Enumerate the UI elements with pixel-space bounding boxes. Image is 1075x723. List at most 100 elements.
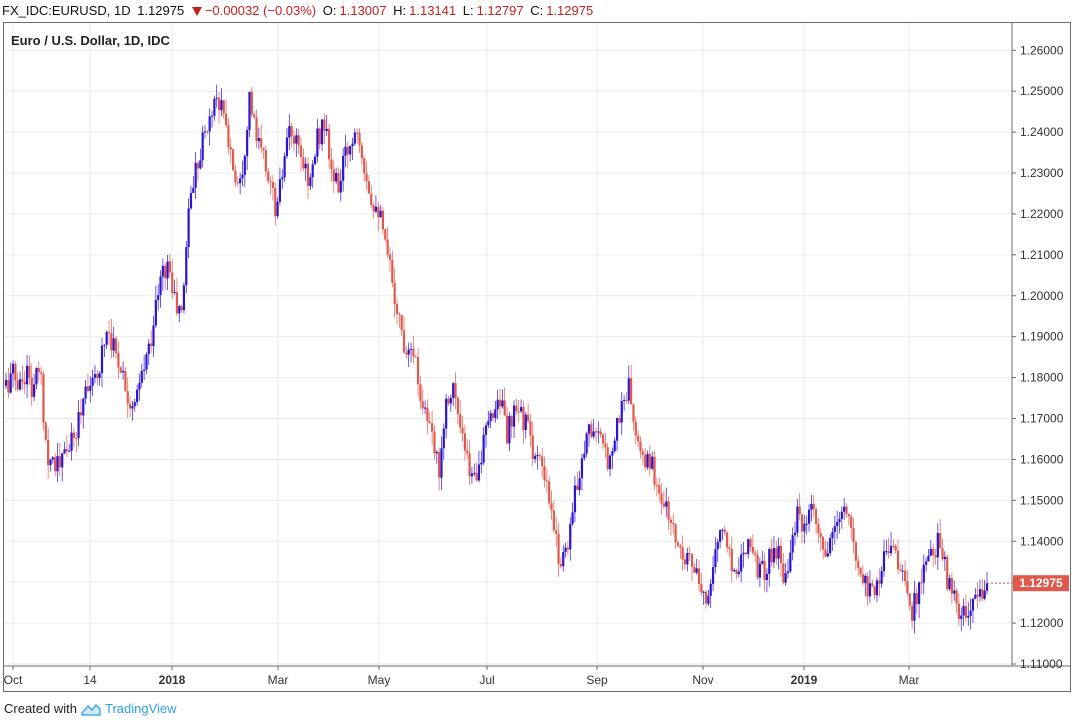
candle — [861, 565, 865, 586]
candle-body — [782, 563, 785, 583]
candle-body — [927, 555, 930, 562]
candle-body — [9, 373, 12, 393]
candle-body — [320, 119, 324, 145]
candle-body — [131, 406, 134, 409]
candle — [313, 153, 317, 165]
candle — [227, 117, 230, 155]
chart-title: Euro / U.S. Dollar, 1D, IDC — [11, 33, 171, 48]
close-label: C: — [530, 3, 544, 18]
candle — [119, 366, 122, 374]
candle-body — [726, 532, 729, 548]
candle — [367, 175, 370, 194]
candle-body — [40, 372, 43, 374]
candle-body — [405, 352, 408, 355]
candle — [124, 367, 127, 393]
y-tick-label: 1.19000 — [1020, 330, 1064, 344]
candle-body — [718, 530, 722, 542]
candle-body — [187, 208, 190, 248]
candle — [435, 450, 438, 464]
candle-body — [438, 451, 441, 478]
candle-body — [494, 409, 497, 419]
candle-body — [676, 542, 680, 546]
candle — [44, 421, 47, 442]
candle-body — [578, 478, 581, 490]
candle-body — [133, 402, 136, 407]
candle-body — [857, 560, 860, 568]
candle — [105, 330, 108, 350]
candle-body — [236, 182, 239, 184]
symbol-label[interactable]: FX_IDC:EURUSD, 1D — [2, 3, 131, 18]
time-axis[interactable]: Oct 14 2018 Mar May Jul Sep Nov 2019 Mar — [4, 666, 920, 687]
candle — [215, 84, 218, 108]
candle-body — [662, 503, 666, 507]
candle — [262, 147, 265, 160]
candle — [974, 587, 977, 600]
candle-body — [906, 580, 909, 594]
tradingview-logo-icon[interactable] — [81, 702, 101, 716]
candle — [742, 541, 745, 568]
candle-body — [978, 589, 982, 597]
candle — [297, 128, 300, 155]
candle-body — [274, 187, 277, 217]
candle — [754, 549, 757, 563]
candle-body — [728, 547, 731, 549]
candle — [843, 497, 846, 520]
candle-body — [454, 383, 457, 399]
candle-body — [316, 128, 319, 157]
tradingview-brand[interactable]: TradingView — [104, 701, 177, 716]
candle — [681, 535, 684, 571]
low-value: 1.12797 — [476, 3, 524, 18]
candle — [11, 360, 15, 388]
candle — [721, 528, 724, 541]
candle — [445, 393, 448, 439]
candle-body — [723, 529, 726, 533]
candle — [278, 167, 282, 206]
candle-body — [889, 545, 893, 554]
candle — [224, 99, 228, 128]
candle — [140, 363, 143, 388]
candle-body — [201, 132, 204, 161]
candle-body — [234, 170, 237, 183]
candle — [208, 108, 211, 146]
candle-body — [534, 455, 537, 460]
candle-body — [363, 158, 366, 174]
candle-body — [786, 571, 790, 574]
candle — [653, 450, 656, 491]
candle — [674, 522, 677, 549]
candle — [953, 580, 956, 601]
candle — [274, 182, 277, 226]
candle-body — [634, 421, 637, 436]
candle-body — [196, 162, 200, 169]
candle — [358, 128, 361, 154]
candle — [875, 577, 879, 603]
candle-body — [18, 379, 22, 390]
candle — [651, 451, 654, 471]
candle — [112, 326, 115, 358]
candle-body — [716, 541, 719, 550]
candle — [503, 387, 506, 417]
candle-body — [4, 379, 8, 386]
high-value: 1.13141 — [409, 3, 457, 18]
candle-body — [800, 514, 804, 532]
candle-body — [587, 424, 591, 434]
candle — [557, 522, 560, 577]
candle — [534, 453, 537, 463]
candle — [484, 422, 488, 448]
candle-body — [836, 521, 839, 527]
candle-body — [419, 384, 422, 402]
candle — [388, 247, 392, 273]
y-tick-label: 1.25000 — [1020, 84, 1064, 98]
candle-body — [124, 370, 127, 392]
candle-body — [384, 229, 387, 240]
candle — [714, 537, 717, 574]
candle — [196, 160, 200, 182]
candle-body — [30, 377, 33, 397]
candle — [96, 369, 99, 386]
candle-body — [477, 464, 481, 481]
chart-frame[interactable] — [3, 22, 1071, 692]
candle — [665, 487, 668, 517]
candle-body — [49, 459, 52, 466]
candle — [311, 159, 314, 188]
candle-body — [398, 314, 401, 316]
